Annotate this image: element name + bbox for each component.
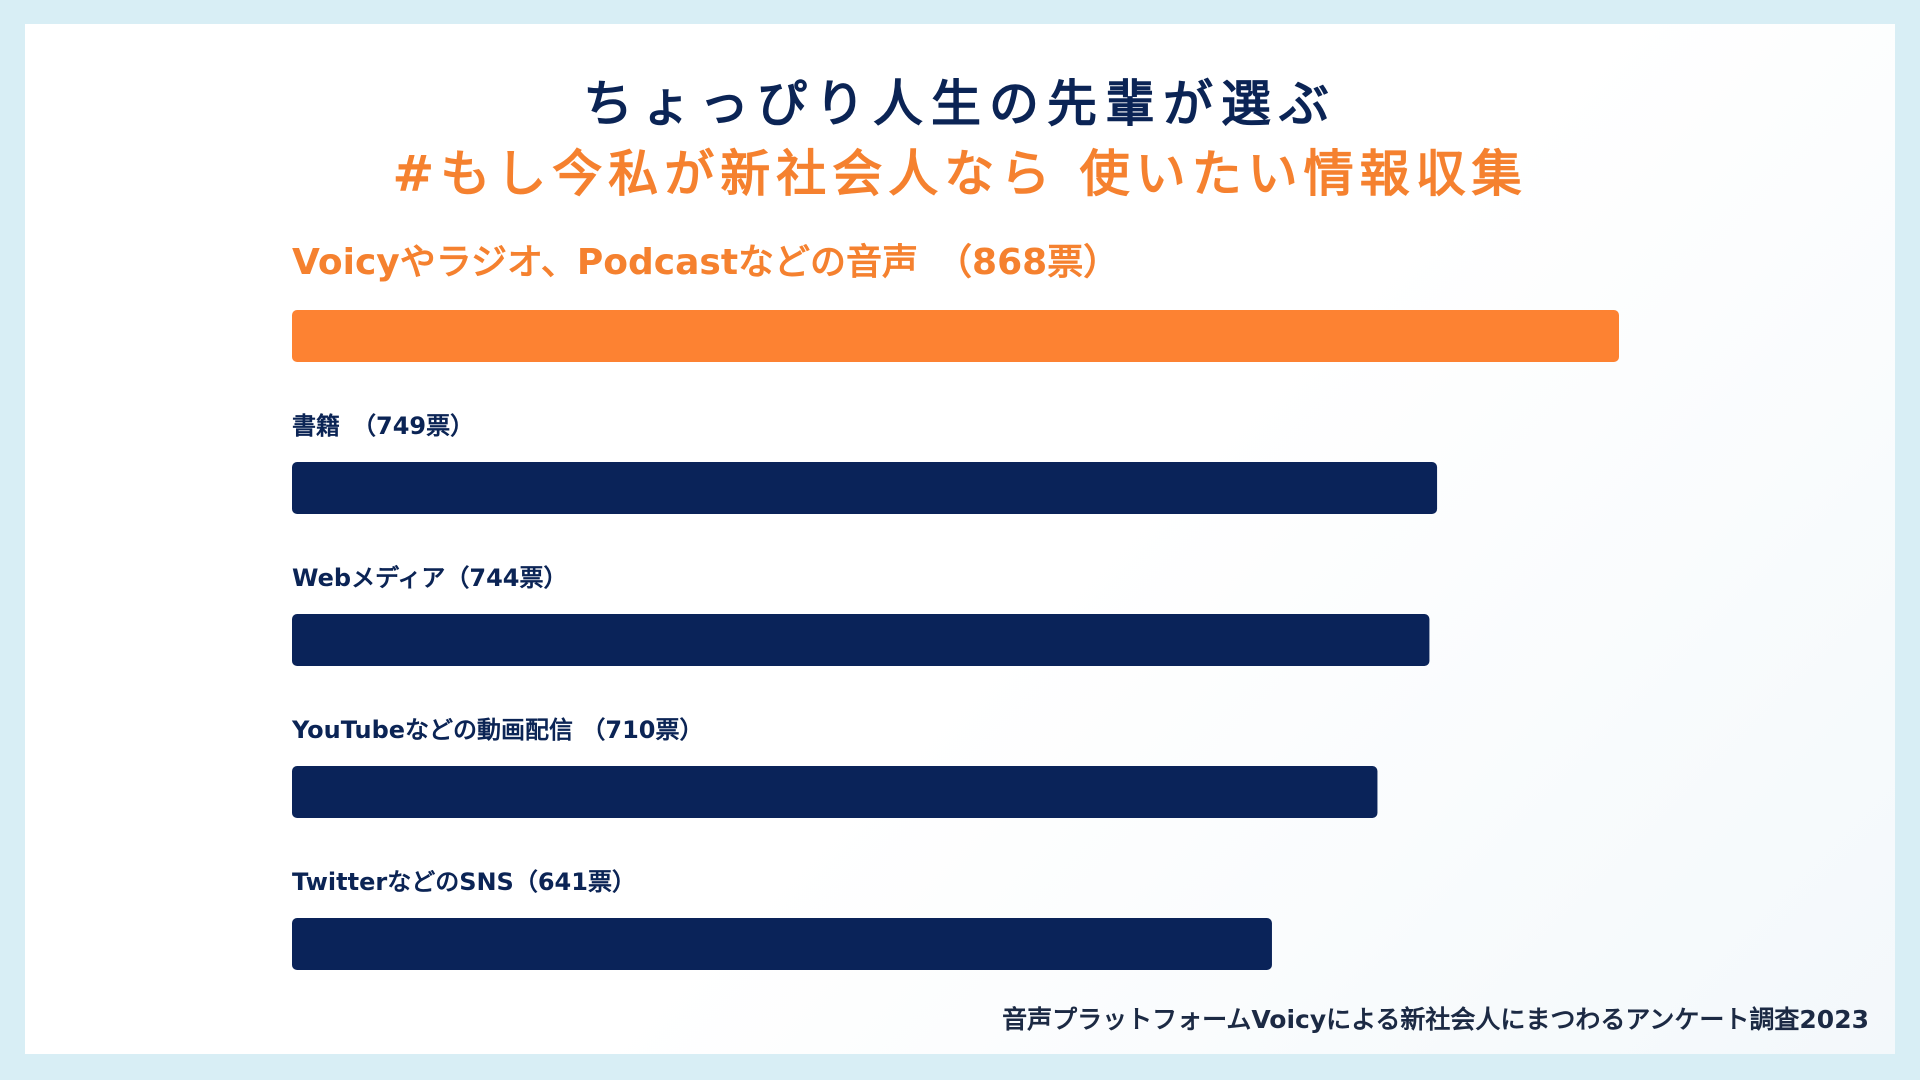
bar-label-4: YouTubeなどの動画配信 （710票） [291, 716, 703, 744]
bar-2 [292, 462, 1438, 514]
bar-label-1: Voicyやラジオ、Podcastなどの音声 （868票） [292, 242, 1119, 283]
bar-label-3: Webメディア（744票） [292, 564, 568, 592]
source-footnote: 音声プラットフォームVoicyによる新社会人にまつわるアンケート調査2023 [1002, 1005, 1869, 1034]
bar-4 [292, 766, 1378, 818]
bar-3 [292, 614, 1430, 666]
bar-label-5: TwitterなどのSNS（641票） [292, 868, 636, 896]
bar-1 [292, 310, 1619, 362]
bar-label-2: 書籍 （749票） [292, 412, 474, 440]
chart-title: ちょっぴり人生の先輩が選ぶ [583, 75, 1337, 133]
bar-chart: Voicyやラジオ、Podcastなどの音声 （868票） 書籍 （749票） We… [291, 242, 1619, 970]
chart-card: ちょっぴり人生の先輩が選ぶ #もし今私が新社会人なら 使いたい情報収集 Voic… [25, 24, 1895, 1054]
chart-subtitle: #もし今私が新社会人なら 使いたい情報収集 [392, 145, 1528, 203]
bar-5 [292, 918, 1272, 970]
